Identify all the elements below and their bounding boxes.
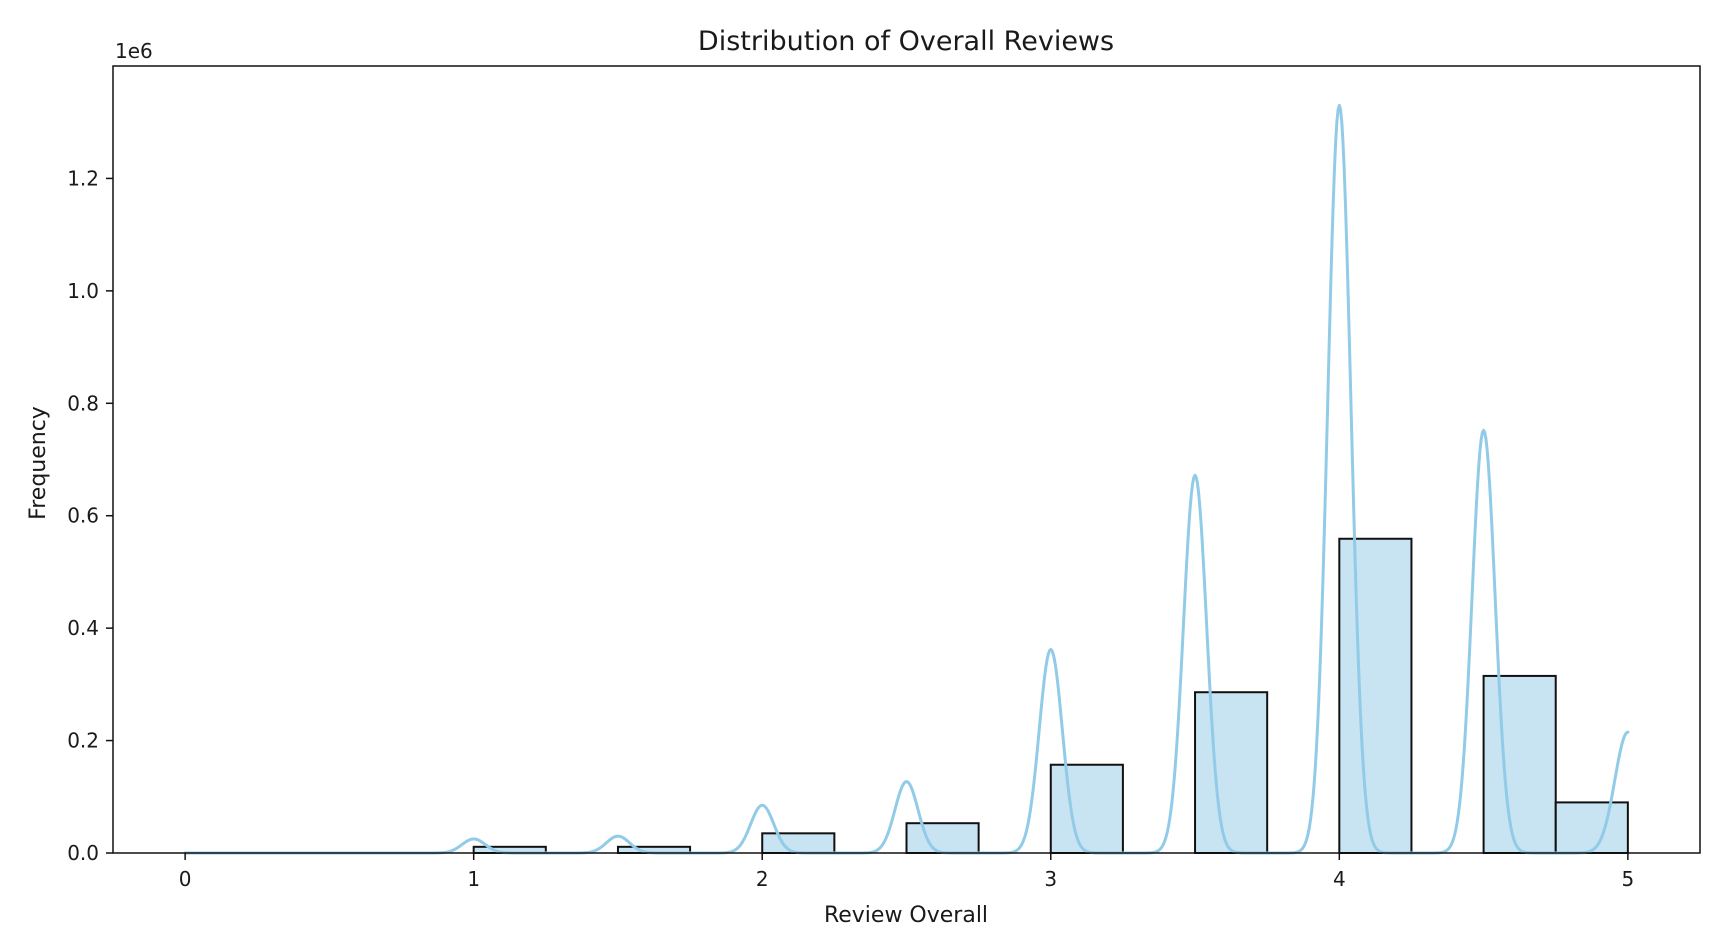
chart-title: Distribution of Overall Reviews xyxy=(698,26,1114,57)
histogram-bar-3 xyxy=(905,822,980,854)
y-axis-label: Frequency xyxy=(26,406,51,520)
x-tick-label-3: 3 xyxy=(1044,867,1057,891)
y-tick-label-1: 0.2 xyxy=(67,729,99,753)
y-tick-label-4: 0.8 xyxy=(67,391,99,415)
y-tick-label-0: 0.0 xyxy=(67,841,99,865)
plot-area xyxy=(183,103,1630,855)
x-tick-label-0: 0 xyxy=(179,867,192,891)
histogram-bar-4 xyxy=(1049,763,1124,855)
plot-frame xyxy=(112,65,1701,854)
histogram-bar-7 xyxy=(1482,674,1557,854)
histogram-bar-5 xyxy=(1194,691,1269,855)
x-tick-label-4: 4 xyxy=(1333,867,1346,891)
x-tick-label-2: 2 xyxy=(756,867,769,891)
x-tick-label-1: 1 xyxy=(467,867,480,891)
histogram-bar-2 xyxy=(761,832,836,855)
y-tick-label-2: 0.4 xyxy=(67,616,99,640)
x-axis-label: Review Overall xyxy=(824,903,988,928)
x-tick-label-5: 5 xyxy=(1621,867,1634,891)
y-tick-label-3: 0.6 xyxy=(67,504,99,528)
axes: 0 1 2 3 4 5 0.0 0.2 0.4 0.6 0.8 1.0 1.2 xyxy=(67,65,1701,891)
y-tick-label-5: 1.0 xyxy=(67,279,99,303)
histogram-bar-6 xyxy=(1338,537,1413,854)
histogram-bar-8 xyxy=(1554,801,1629,855)
y-tick-label-6: 1.2 xyxy=(67,166,99,190)
y-axis-offset-label: 1e6 xyxy=(115,39,153,63)
